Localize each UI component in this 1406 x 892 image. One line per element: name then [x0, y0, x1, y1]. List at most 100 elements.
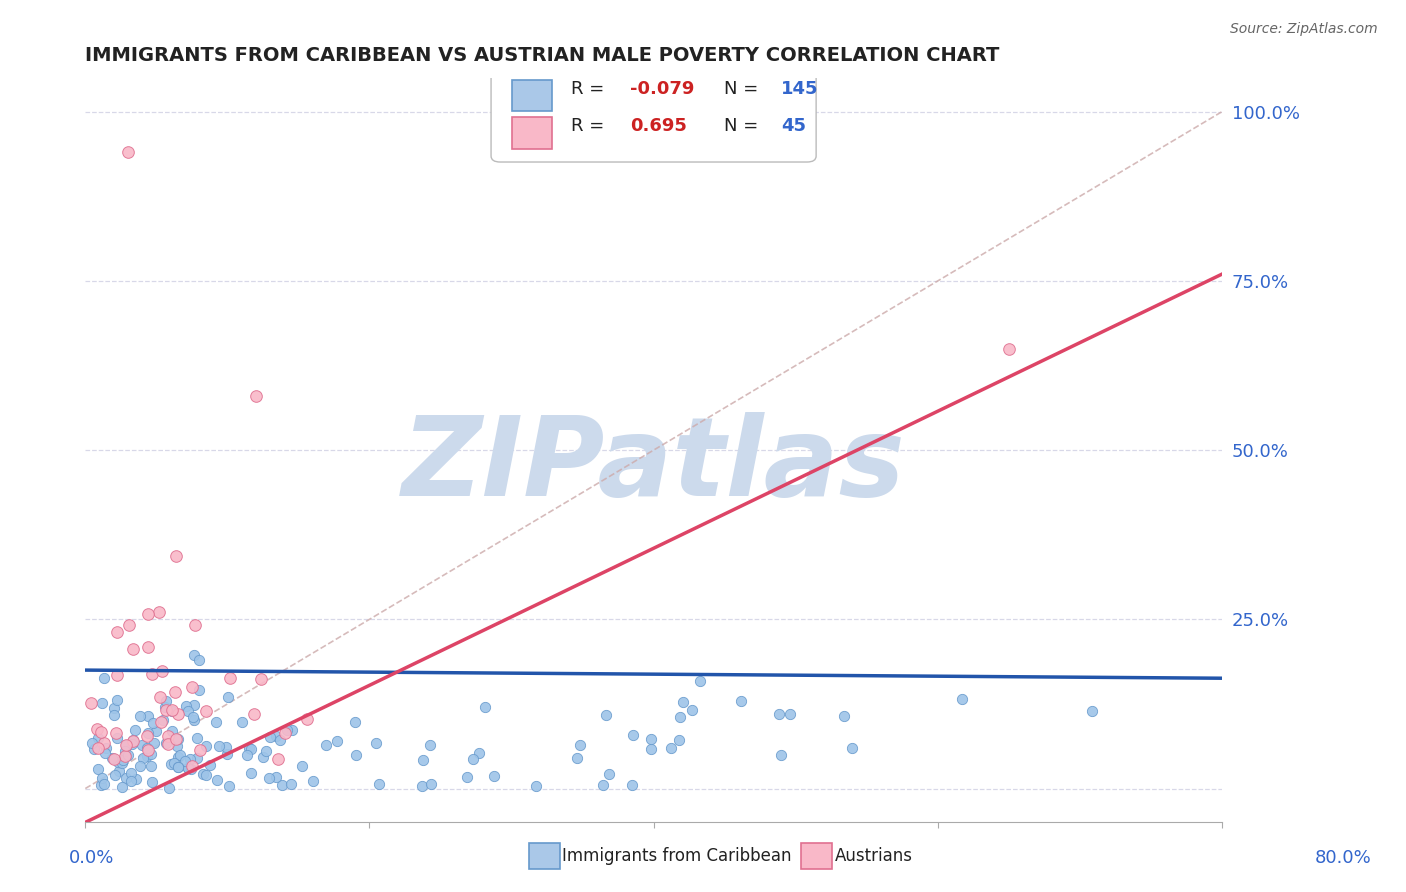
Point — [730, 694, 752, 708]
Point — [80, 696, 103, 710]
Point — [167, 731, 190, 746]
Point — [689, 674, 711, 689]
Point — [273, 725, 295, 739]
Point — [141, 775, 163, 789]
Point — [166, 760, 188, 774]
Point — [681, 703, 703, 717]
Point — [411, 779, 433, 793]
Point — [669, 709, 692, 723]
Point — [117, 145, 139, 160]
Point — [111, 780, 134, 795]
Point — [121, 734, 143, 748]
Point — [183, 698, 205, 713]
Point — [779, 707, 801, 722]
Point — [90, 697, 112, 711]
Point — [183, 648, 205, 662]
Point — [176, 761, 198, 775]
Point — [280, 777, 302, 791]
Point — [326, 734, 349, 748]
Point — [142, 715, 165, 730]
Point — [769, 748, 792, 763]
Point — [186, 731, 208, 746]
Point — [173, 754, 195, 768]
Point — [768, 706, 790, 721]
Point — [245, 389, 267, 403]
Point — [315, 739, 337, 753]
Point — [187, 653, 209, 667]
Point — [468, 746, 491, 760]
Point — [257, 771, 280, 785]
Point — [568, 739, 591, 753]
Point — [90, 771, 112, 785]
Point — [87, 731, 110, 745]
Point — [87, 762, 110, 776]
Point — [105, 726, 128, 740]
Text: 0.0%: 0.0% — [69, 849, 114, 867]
Point — [135, 729, 157, 743]
Point — [107, 667, 129, 681]
Point — [155, 694, 177, 708]
Point — [254, 744, 277, 758]
Point — [218, 779, 240, 793]
Point — [252, 749, 274, 764]
FancyBboxPatch shape — [491, 72, 815, 162]
Point — [152, 713, 174, 727]
Point — [120, 765, 142, 780]
Point — [114, 744, 136, 758]
Point — [160, 704, 183, 718]
Text: -0.079: -0.079 — [630, 80, 695, 98]
Point — [368, 777, 391, 791]
Point — [169, 748, 191, 763]
Point — [139, 747, 162, 761]
Point — [167, 706, 190, 721]
Point — [659, 740, 682, 755]
Text: Source: ZipAtlas.com: Source: ZipAtlas.com — [1230, 22, 1378, 37]
Point — [186, 751, 208, 765]
Point — [93, 777, 115, 791]
Point — [181, 759, 204, 773]
Point — [281, 723, 304, 737]
Point — [215, 739, 238, 754]
Point — [181, 710, 204, 724]
Point — [148, 606, 170, 620]
Point — [240, 742, 263, 756]
Point — [136, 640, 159, 654]
Point — [121, 733, 143, 747]
Point — [567, 750, 589, 764]
Point — [93, 736, 115, 750]
Point — [195, 739, 218, 754]
Point — [136, 726, 159, 740]
Point — [136, 607, 159, 622]
Text: 80.0%: 80.0% — [1315, 849, 1371, 867]
Point — [136, 743, 159, 757]
Point — [166, 760, 188, 774]
Point — [366, 735, 388, 749]
Point — [193, 767, 215, 781]
Text: 145: 145 — [780, 80, 818, 98]
Point — [474, 700, 496, 714]
Point — [269, 733, 291, 747]
Point — [142, 736, 165, 750]
Point — [276, 723, 298, 737]
Point — [180, 680, 202, 694]
Point — [149, 715, 172, 730]
Point — [83, 741, 105, 756]
Point — [111, 756, 134, 770]
Point — [155, 736, 177, 750]
Point — [205, 714, 228, 729]
Point — [264, 770, 287, 784]
Text: Austrians: Austrians — [835, 847, 912, 865]
Point — [166, 739, 188, 753]
Point — [205, 773, 228, 788]
Point — [243, 707, 266, 722]
Point — [124, 723, 146, 737]
Point — [344, 748, 367, 763]
Point — [302, 774, 325, 789]
Point — [141, 666, 163, 681]
Point — [114, 771, 136, 785]
Point — [96, 741, 118, 756]
Point — [111, 753, 134, 767]
Point — [117, 748, 139, 763]
Point — [461, 752, 484, 766]
Point — [141, 759, 163, 773]
